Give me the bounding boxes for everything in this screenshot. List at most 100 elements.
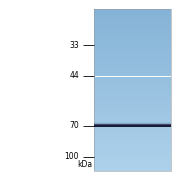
Bar <box>94 42 171 43</box>
Bar <box>94 30 171 31</box>
Bar <box>94 121 171 122</box>
Bar <box>94 103 171 104</box>
Bar <box>94 79 171 80</box>
Bar <box>94 123 171 124</box>
Bar <box>94 46 171 47</box>
Bar <box>94 141 171 142</box>
Bar <box>94 90 171 91</box>
Bar <box>94 118 171 119</box>
Bar <box>94 110 171 111</box>
Bar <box>94 71 171 72</box>
Bar <box>94 29 171 30</box>
Bar <box>94 151 171 152</box>
Bar <box>94 169 171 170</box>
Bar <box>94 92 171 93</box>
Bar <box>94 65 171 66</box>
Bar <box>94 155 171 156</box>
Bar <box>94 133 171 134</box>
Bar <box>94 81 171 82</box>
Bar <box>94 58 171 59</box>
Bar <box>94 140 171 141</box>
Bar <box>94 112 171 113</box>
Bar <box>94 165 171 166</box>
Bar <box>94 80 171 81</box>
Bar <box>94 68 171 69</box>
Bar <box>94 47 171 48</box>
Bar <box>94 16 171 17</box>
Bar <box>94 93 171 94</box>
Bar <box>94 82 171 83</box>
Bar <box>94 37 171 38</box>
Bar <box>94 69 171 70</box>
Bar <box>94 101 171 102</box>
Bar <box>94 98 171 99</box>
Bar <box>94 91 171 92</box>
Bar <box>94 143 171 144</box>
Bar <box>94 114 171 115</box>
Bar <box>94 103 171 104</box>
Bar <box>94 9 171 171</box>
Bar <box>94 100 171 101</box>
Text: 100: 100 <box>65 152 79 161</box>
Bar <box>94 10 171 11</box>
Bar <box>94 57 171 58</box>
Bar <box>94 134 171 135</box>
Bar <box>94 130 171 131</box>
Bar <box>94 105 171 106</box>
Bar <box>94 78 171 79</box>
Bar <box>94 150 171 151</box>
Bar <box>94 153 171 154</box>
Bar <box>94 97 171 98</box>
Bar <box>94 72 171 73</box>
Bar <box>94 55 171 56</box>
Bar <box>94 132 171 133</box>
Bar <box>94 73 171 74</box>
Bar <box>94 125 171 127</box>
Bar <box>94 20 171 21</box>
Bar <box>94 77 171 78</box>
Bar <box>94 95 171 96</box>
Bar <box>94 142 171 143</box>
Bar <box>94 122 171 125</box>
Bar <box>94 117 171 118</box>
Bar <box>94 136 171 137</box>
Bar <box>94 38 171 39</box>
Bar <box>94 127 171 128</box>
Bar <box>94 167 171 168</box>
Bar <box>94 137 171 138</box>
Bar <box>94 159 171 160</box>
Bar <box>94 85 171 86</box>
Bar <box>94 124 171 127</box>
Bar <box>94 170 171 171</box>
Bar <box>94 154 171 155</box>
Bar <box>94 152 171 153</box>
Bar <box>94 147 171 148</box>
Bar <box>94 33 171 34</box>
Bar <box>94 102 171 103</box>
Bar <box>94 28 171 29</box>
Bar <box>94 21 171 22</box>
Bar <box>94 135 171 136</box>
Bar <box>94 108 171 109</box>
Bar <box>94 66 171 67</box>
Bar <box>94 86 171 87</box>
Bar <box>94 60 171 61</box>
Bar <box>94 116 171 117</box>
Bar <box>94 88 171 89</box>
Bar <box>94 26 171 27</box>
Bar <box>94 124 171 126</box>
Bar <box>94 168 171 169</box>
Bar <box>94 27 171 28</box>
Bar <box>94 54 171 55</box>
Bar <box>94 50 171 51</box>
Bar <box>94 53 171 54</box>
Bar <box>94 149 171 150</box>
Bar <box>94 89 171 90</box>
Bar <box>94 128 171 129</box>
Bar <box>94 145 171 146</box>
Bar <box>94 67 171 68</box>
Bar <box>94 19 171 20</box>
Bar <box>94 119 171 120</box>
Bar <box>94 25 171 26</box>
Bar <box>94 107 171 108</box>
